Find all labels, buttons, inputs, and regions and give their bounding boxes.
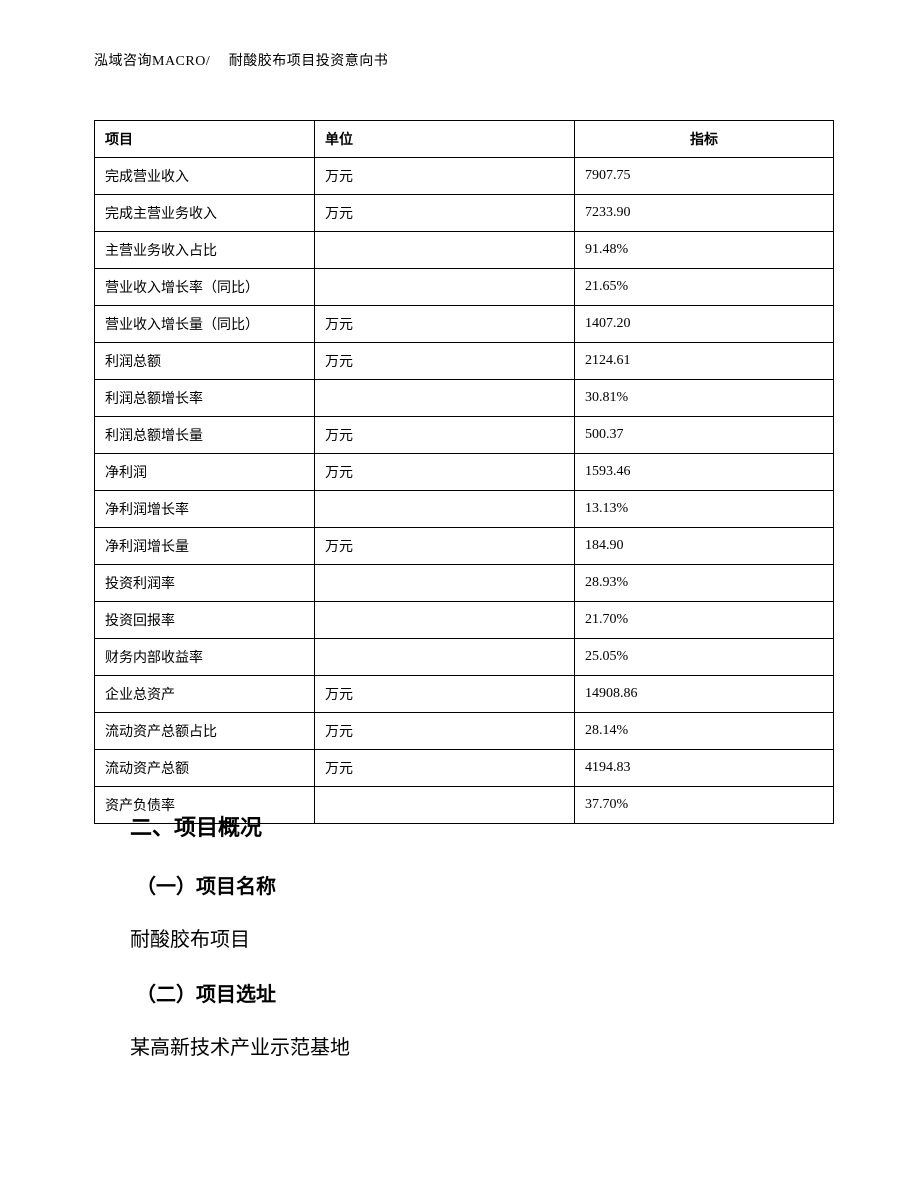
table-cell-item: 完成主营业务收入 bbox=[95, 195, 315, 232]
table-cell-unit: 万元 bbox=[315, 306, 575, 343]
table-cell-item: 投资回报率 bbox=[95, 602, 315, 639]
table-cell-value: 14908.86 bbox=[575, 676, 834, 713]
content-section: 二、项目概况 （一）项目名称 耐酸胶布项目 （二）项目选址 某高新技术产业示范基… bbox=[130, 810, 790, 1086]
table-row: 流动资产总额 万元 4194.83 bbox=[95, 750, 834, 787]
table-row: 完成营业收入 万元 7907.75 bbox=[95, 158, 834, 195]
header-text: 泓域咨询MACRO/ 耐酸胶布项目投资意向书 bbox=[94, 54, 388, 69]
table-cell-item: 利润总额增长率 bbox=[95, 380, 315, 417]
table-cell-item: 流动资产总额 bbox=[95, 750, 315, 787]
table-cell-item: 企业总资产 bbox=[95, 676, 315, 713]
table-cell-unit bbox=[315, 232, 575, 269]
table-cell-item: 营业收入增长率（同比） bbox=[95, 269, 315, 306]
table-row: 投资回报率 21.70% bbox=[95, 602, 834, 639]
project-name-text: 耐酸胶布项目 bbox=[130, 923, 790, 952]
table-cell-value: 21.65% bbox=[575, 269, 834, 306]
table-row: 营业收入增长量（同比） 万元 1407.20 bbox=[95, 306, 834, 343]
table-cell-item: 财务内部收益率 bbox=[95, 639, 315, 676]
table-cell-item: 利润总额 bbox=[95, 343, 315, 380]
table-cell-unit: 万元 bbox=[315, 454, 575, 491]
financial-table-container: 项目 单位 指标 完成营业收入 万元 7907.75 完成主营业务收入 万元 7… bbox=[94, 120, 834, 824]
table-row: 净利润增长量 万元 184.90 bbox=[95, 528, 834, 565]
table-cell-unit bbox=[315, 639, 575, 676]
table-cell-value: 7233.90 bbox=[575, 195, 834, 232]
table-cell-value: 4194.83 bbox=[575, 750, 834, 787]
table-row: 营业收入增长率（同比） 21.65% bbox=[95, 269, 834, 306]
subsection-heading-1: （一）项目名称 bbox=[130, 870, 790, 899]
table-cell-unit: 万元 bbox=[315, 343, 575, 380]
table-cell-value: 1593.46 bbox=[575, 454, 834, 491]
table-cell-value: 500.37 bbox=[575, 417, 834, 454]
table-cell-unit: 万元 bbox=[315, 528, 575, 565]
table-cell-item: 投资利润率 bbox=[95, 565, 315, 602]
project-location-text: 某高新技术产业示范基地 bbox=[130, 1031, 790, 1060]
table-header-row: 项目 单位 指标 bbox=[95, 121, 834, 158]
table-cell-unit: 万元 bbox=[315, 676, 575, 713]
financial-table: 项目 单位 指标 完成营业收入 万元 7907.75 完成主营业务收入 万元 7… bbox=[94, 120, 834, 824]
table-row: 净利润 万元 1593.46 bbox=[95, 454, 834, 491]
table-cell-unit bbox=[315, 491, 575, 528]
table-cell-unit bbox=[315, 269, 575, 306]
table-cell-value: 7907.75 bbox=[575, 158, 834, 195]
table-cell-unit bbox=[315, 565, 575, 602]
table-row: 利润总额增长量 万元 500.37 bbox=[95, 417, 834, 454]
table-cell-unit: 万元 bbox=[315, 158, 575, 195]
column-header-value: 指标 bbox=[575, 121, 834, 158]
table-cell-value: 30.81% bbox=[575, 380, 834, 417]
table-cell-item: 流动资产总额占比 bbox=[95, 713, 315, 750]
table-cell-value: 28.93% bbox=[575, 565, 834, 602]
table-cell-unit: 万元 bbox=[315, 417, 575, 454]
table-cell-item: 营业收入增长量（同比） bbox=[95, 306, 315, 343]
column-header-unit: 单位 bbox=[315, 121, 575, 158]
table-row: 投资利润率 28.93% bbox=[95, 565, 834, 602]
table-cell-value: 25.05% bbox=[575, 639, 834, 676]
table-body: 完成营业收入 万元 7907.75 完成主营业务收入 万元 7233.90 主营… bbox=[95, 158, 834, 824]
table-cell-unit: 万元 bbox=[315, 195, 575, 232]
subsection-heading-2: （二）项目选址 bbox=[130, 978, 790, 1007]
page-header: 泓域咨询MACRO/ 耐酸胶布项目投资意向书 bbox=[94, 50, 388, 70]
table-row: 主营业务收入占比 91.48% bbox=[95, 232, 834, 269]
table-row: 完成主营业务收入 万元 7233.90 bbox=[95, 195, 834, 232]
table-cell-item: 主营业务收入占比 bbox=[95, 232, 315, 269]
table-cell-value: 13.13% bbox=[575, 491, 834, 528]
table-cell-value: 2124.61 bbox=[575, 343, 834, 380]
table-cell-value: 91.48% bbox=[575, 232, 834, 269]
table-row: 流动资产总额占比 万元 28.14% bbox=[95, 713, 834, 750]
table-row: 利润总额增长率 30.81% bbox=[95, 380, 834, 417]
table-cell-item: 净利润 bbox=[95, 454, 315, 491]
table-cell-item: 净利润增长率 bbox=[95, 491, 315, 528]
table-cell-value: 184.90 bbox=[575, 528, 834, 565]
table-cell-item: 完成营业收入 bbox=[95, 158, 315, 195]
table-cell-value: 28.14% bbox=[575, 713, 834, 750]
table-cell-unit bbox=[315, 380, 575, 417]
table-row: 利润总额 万元 2124.61 bbox=[95, 343, 834, 380]
table-row: 企业总资产 万元 14908.86 bbox=[95, 676, 834, 713]
table-row: 净利润增长率 13.13% bbox=[95, 491, 834, 528]
table-cell-value: 1407.20 bbox=[575, 306, 834, 343]
column-header-item: 项目 bbox=[95, 121, 315, 158]
table-cell-unit bbox=[315, 602, 575, 639]
table-cell-value: 21.70% bbox=[575, 602, 834, 639]
table-cell-unit: 万元 bbox=[315, 750, 575, 787]
table-row: 财务内部收益率 25.05% bbox=[95, 639, 834, 676]
section-heading: 二、项目概况 bbox=[130, 810, 790, 842]
table-cell-unit: 万元 bbox=[315, 713, 575, 750]
table-cell-item: 利润总额增长量 bbox=[95, 417, 315, 454]
table-cell-item: 净利润增长量 bbox=[95, 528, 315, 565]
